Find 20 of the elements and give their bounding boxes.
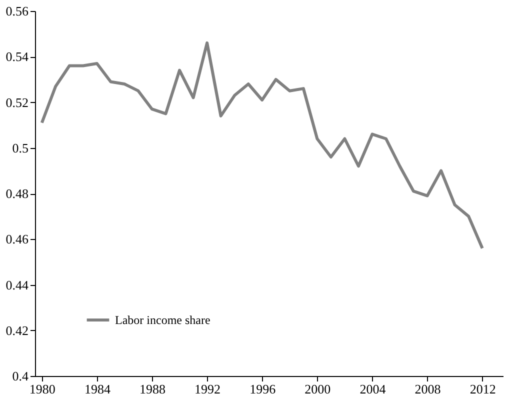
- x-tick-label: 1984: [84, 382, 111, 396]
- legend-label: Labor income share: [115, 313, 210, 327]
- x-tick-label: 2000: [304, 382, 331, 396]
- x-tick-label: 1980: [29, 382, 56, 396]
- x-tick-label: 2008: [414, 382, 441, 396]
- y-tick-label: 0.52: [6, 94, 28, 110]
- y-tick-label: 0.44: [6, 277, 29, 292]
- x-tick-label: 2012: [470, 382, 496, 396]
- y-tick-label: 0.56: [6, 4, 29, 18]
- x-tick-label: 1988: [140, 382, 166, 396]
- x-tick-label: 1992: [194, 382, 221, 396]
- x-tick-label: 2004: [360, 382, 386, 396]
- y-tick-label: 0.48: [6, 186, 28, 201]
- y-tick-label: 0.54: [6, 49, 29, 64]
- x-tick-label: 1996: [250, 382, 276, 396]
- line-series: [40, 41, 484, 250]
- y-tick-label: 0.4: [12, 368, 29, 384]
- y-tick-label: 0.46: [6, 232, 29, 247]
- y-tick-label: 0.42: [6, 322, 28, 338]
- y-tick-label: 0.5: [12, 140, 28, 156]
